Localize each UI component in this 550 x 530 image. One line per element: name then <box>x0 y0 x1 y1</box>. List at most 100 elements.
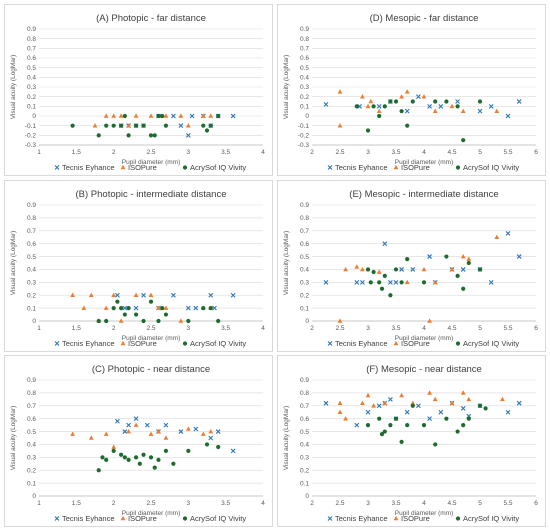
chart-2-series-2-point-11 <box>160 306 165 311</box>
chart-1-series-2-point-1 <box>365 128 371 133</box>
chart-2-series-2-point-8 <box>141 318 146 324</box>
chart-1-series-1-point-8 <box>421 94 427 99</box>
chart-panel-c: (C) Photopic - near distance 0 0.1 0.2 0.3 0.… <box>4 355 273 527</box>
chart-2-xtick-label-1: 1.5 <box>72 325 81 332</box>
chart-2-series-2-point-10 <box>156 318 161 324</box>
chart-5-series-1-point-2 <box>343 416 348 421</box>
chart-3-series-2-point-12 <box>455 273 460 278</box>
chart-3-ytick-label-1: 0.1 <box>300 305 309 312</box>
chart-2-series-2-point-16 <box>216 318 221 324</box>
chart-3-series-0-point-2 <box>360 279 365 285</box>
chart-1-series-0-point-0 <box>323 102 329 107</box>
chart-0-series-1-point-13 <box>208 113 214 118</box>
chart-1-xtick-label-5: 4.5 <box>447 149 456 156</box>
chart-3-series-2-point-15 <box>477 267 483 272</box>
chart-5-series-0-point-3 <box>376 403 382 409</box>
chart-3-series-2-point-6 <box>388 293 393 298</box>
chart-4-ytick-label-3: 0.3 <box>27 455 36 462</box>
chart-4-series-2-point-7 <box>133 455 139 460</box>
chart-1-series-1-point-11 <box>460 108 466 113</box>
chart-1-series-1-point-3 <box>365 103 371 109</box>
chart-1-ytick-label-5: 0.2 <box>300 94 309 101</box>
chart-5-series-0-point-0 <box>323 400 329 406</box>
chart-1-legend-marker-2 <box>455 165 461 170</box>
chart-4-series-2-point-4 <box>119 452 124 457</box>
chart-0-ytick-label-5: 0.2 <box>27 94 36 101</box>
chart-2-series-2-point-7 <box>133 312 139 317</box>
chart-5-series-0-point-12 <box>460 405 466 411</box>
chart-4-series-1-point-11 <box>208 428 214 434</box>
chart-2-legend-marker-0 <box>54 341 60 346</box>
chart-1-series-0-point-4 <box>404 108 410 114</box>
chart-1-series-0-point-7 <box>438 103 444 109</box>
chart-5-series-1-point-10 <box>432 396 438 402</box>
chart-4-ytick-label-5: 0.5 <box>27 429 36 436</box>
chart-4-ytick-label-6: 0.6 <box>27 416 36 423</box>
chart-1-ytick-label-0: -0.3 <box>298 142 310 149</box>
chart-svg-e: (E) Mesopic - intermediate distance 0 0.1 0… <box>283 189 538 348</box>
chart-1-xtick-label-2: 3 <box>366 149 370 156</box>
chart-3-series-0-point-4 <box>388 279 393 285</box>
chart-2-series-2-point-14 <box>201 306 206 311</box>
chart-0-series-2-point-13 <box>163 123 169 128</box>
chart-0-xtick-label-6: 4 <box>261 149 265 156</box>
chart-0-xtick-label-1: 1.5 <box>72 149 81 156</box>
chart-3-ytick-label-6: 0.6 <box>300 241 309 248</box>
chart-5-series-0-point-10 <box>438 409 444 415</box>
chart-4-xtick-label-6: 4 <box>261 500 265 507</box>
chart-1-legend-label-2: AcrySof IQ Vivity <box>463 163 519 172</box>
chart-3-series-2-point-11 <box>444 254 449 259</box>
chart-0-series-2-point-14 <box>201 123 206 128</box>
chart-5-series-2-point-10 <box>433 442 438 447</box>
chart-3-series-1-point-3 <box>360 266 365 272</box>
chart-3-series-1-point-7 <box>421 266 427 272</box>
chart-3-ytick-label-3: 0.3 <box>300 280 309 287</box>
chart-1-xtick-label-7: 5.5 <box>503 149 512 156</box>
chart-4-series-0-point-0 <box>115 418 120 424</box>
chart-4-yaxis-label: Visual acuity (LogMar) <box>10 406 17 471</box>
chart-5-series-2-point-15 <box>477 403 483 408</box>
chart-4-ytick-label-1: 0.1 <box>27 480 36 487</box>
chart-2-series-1-point-5 <box>111 292 117 298</box>
chart-panel-d: (D) Mesopic - far distance -0.3 -0.2 -0.1 0 0… <box>277 4 546 176</box>
chart-3-series-2-point-8 <box>399 280 404 285</box>
chart-3-series-2-point-0 <box>365 267 371 272</box>
chart-5-series-2-point-7 <box>405 423 410 428</box>
chart-0-series-1-point-2 <box>111 113 117 118</box>
chart-4-ytick-label-9: 0.9 <box>27 377 36 384</box>
chart-1-series-2-point-0 <box>354 104 359 109</box>
chart-5-series-1-point-1 <box>337 409 343 415</box>
chart-1-series-1-point-5 <box>376 108 382 113</box>
chart-2-xtick-label-4: 3 <box>187 325 191 332</box>
chart-0-xaxis-label: Pupil diameter (mm) <box>122 159 181 166</box>
chart-5-series-2-point-13 <box>461 423 466 428</box>
chart-0-legend-marker-2 <box>182 165 188 170</box>
chart-0-series-0-point-5 <box>171 113 176 119</box>
chart-1-ytick-label-8: 0.5 <box>300 65 309 72</box>
chart-5-yaxis-label: Visual acuity (LogMar) <box>283 406 290 471</box>
chart-2-xtick-label-3: 2.5 <box>146 325 155 332</box>
chart-1-series-2-point-13 <box>461 138 466 143</box>
chart-2-legend-label-1: ISOPure <box>128 339 157 348</box>
chart-5-xtick-label-6: 5 <box>478 500 482 507</box>
chart-1-xtick-label-4: 4 <box>422 149 426 156</box>
chart-0-series-1-point-1 <box>103 113 109 118</box>
chart-3-title: (E) Mesopic - intermediate distance <box>349 189 498 200</box>
chart-3-xtick-label-5: 4.5 <box>447 325 456 332</box>
chart-0-legend-label-0: Tecnis Eyhance <box>62 163 115 172</box>
chart-3-series-1-point-2 <box>354 264 360 269</box>
chart-3-series-1-point-1 <box>343 266 348 272</box>
chart-0-ytick-label-9: 0.6 <box>27 55 36 62</box>
chart-0-series-2-point-5 <box>122 113 127 119</box>
chart-1-series-2-point-3 <box>377 113 382 119</box>
chart-1-ytick-label-2: -0.1 <box>298 123 310 130</box>
chart-0-series-2-point-7 <box>133 123 139 128</box>
chart-5-series-1-point-3 <box>360 400 365 405</box>
chart-1-legend-label-1: ISOPure <box>401 163 430 172</box>
chart-1-series-0-point-8 <box>455 99 460 104</box>
chart-0-yaxis-label: Visual acuity (LogMar) <box>10 55 17 120</box>
chart-2-series-2-point-3 <box>115 299 120 304</box>
chart-0-series-2-point-12 <box>160 113 165 119</box>
chart-3-ytick-label-8: 0.8 <box>300 215 309 222</box>
chart-4-series-0-point-10 <box>215 429 221 434</box>
